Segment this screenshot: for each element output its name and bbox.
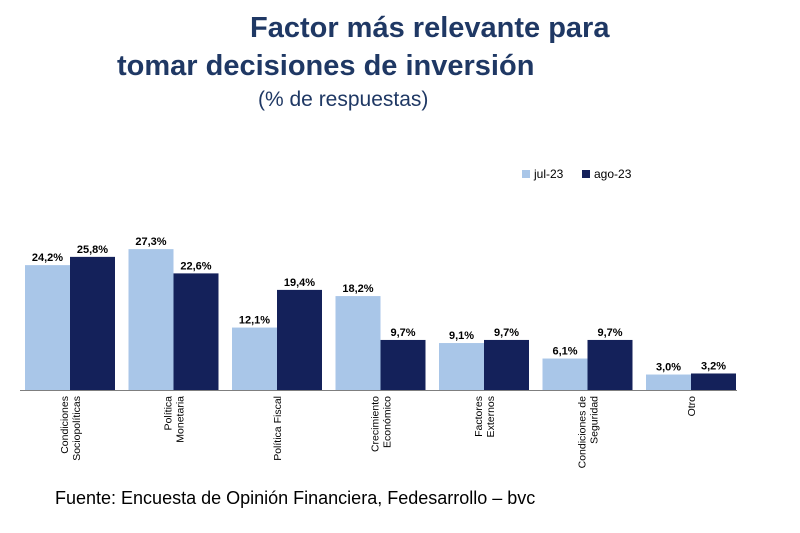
data-label-jul-23-0: 24,2% <box>32 252 63 264</box>
data-label-ago-23-0: 25,8% <box>77 244 108 256</box>
chart-title-line2: tomar decisiones de inversión <box>117 50 535 82</box>
data-label-ago-23-3: 9,7% <box>390 327 415 339</box>
category-label-line: Factores <box>473 396 485 437</box>
chart-subtitle: (% de respuestas) <box>258 88 429 111</box>
bar-ago-23-6 <box>691 373 736 390</box>
legend-label-jul-23: jul-23 <box>533 167 564 181</box>
data-label-ago-23-6: 3,2% <box>701 360 726 372</box>
bar-jul-23-6 <box>646 374 691 390</box>
category-label-line: Condiciones de <box>577 396 589 469</box>
bar-ago-23-2 <box>277 289 322 390</box>
data-label-ago-23-2: 19,4% <box>284 277 315 289</box>
bar-jul-23-0 <box>25 265 70 390</box>
data-label-jul-23-6: 3,0% <box>656 362 681 374</box>
bar-ago-23-1 <box>173 273 219 390</box>
source-note: Fuente: Encuesta de Opinión Financiera, … <box>55 488 536 508</box>
data-label-ago-23-5: 9,7% <box>597 327 622 339</box>
bar-jul-23-2 <box>232 327 277 390</box>
category-label-line: Otro <box>686 396 698 417</box>
bar-ago-23-3 <box>380 339 426 390</box>
data-label-jul-23-5: 6,1% <box>552 346 577 358</box>
category-label-1: Política Monetaria <box>163 396 187 443</box>
category-label-line: Crecimiento <box>370 396 382 452</box>
bar-ago-23-4 <box>484 339 529 390</box>
data-label-ago-23-4: 9,7% <box>494 327 519 339</box>
bar-ago-23-0 <box>70 256 115 390</box>
chart-title-line1: Factor más relevante para <box>250 12 610 44</box>
category-label-line: Política Fiscal <box>272 396 284 461</box>
category-label-6: Otro <box>686 396 698 417</box>
category-label-line: Sociopolíticas <box>71 396 83 461</box>
bar-jul-23-1 <box>128 249 174 390</box>
category-label-line: Seguridad <box>589 396 601 444</box>
data-label-jul-23-1: 27,3% <box>135 236 166 248</box>
category-label-3: Crecimiento Económico <box>370 396 394 452</box>
category-label-line: Monetaria <box>175 396 187 443</box>
category-label-line: Política <box>163 396 175 431</box>
bar-jul-23-4 <box>439 343 484 390</box>
bar-jul-23-3 <box>335 296 381 390</box>
category-label-line: Económico <box>382 396 394 448</box>
data-label-jul-23-4: 9,1% <box>449 330 474 342</box>
legend-swatch-ago-23 <box>582 170 590 178</box>
bar-jul-23-5 <box>542 358 588 390</box>
legend-label-ago-23: ago-23 <box>594 167 632 181</box>
legend-swatch-jul-23 <box>522 170 530 178</box>
category-label-4: Factores Externos <box>473 396 497 437</box>
category-label-line: Condiciones <box>59 396 71 454</box>
bar-ago-23-5 <box>587 339 633 390</box>
data-label-ago-23-1: 22,6% <box>180 260 211 272</box>
category-label-line: Externos <box>485 396 497 437</box>
data-label-jul-23-2: 12,1% <box>239 315 270 327</box>
category-label-5: Condiciones de Seguridad <box>577 396 601 469</box>
category-label-0: Condiciones Sociopolíticas <box>59 396 83 461</box>
category-label-2: Política Fiscal <box>272 396 284 461</box>
data-label-jul-23-3: 18,2% <box>342 283 373 295</box>
